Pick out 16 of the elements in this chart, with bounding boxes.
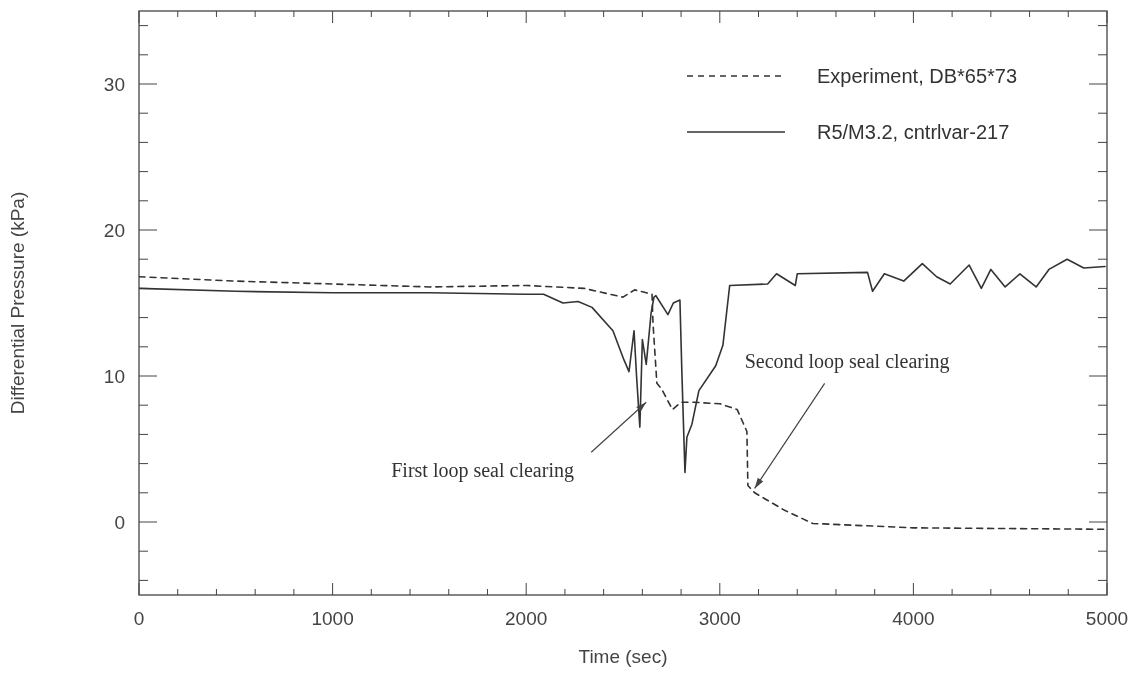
- annotation: First loop seal clearing: [391, 459, 574, 483]
- y-tick-label: 0: [114, 511, 125, 533]
- y-tick-label: 30: [103, 73, 125, 95]
- x-tick-label: 3000: [698, 608, 741, 629]
- x-tick-label: 0: [133, 608, 145, 629]
- y-tick-label: 10: [103, 365, 125, 387]
- legend-label: Experiment, DB*65*73: [817, 65, 1018, 87]
- legend-label: R5/M3.2, cntrlvar-217: [817, 121, 1010, 143]
- x-tick-label: 4000: [892, 608, 935, 629]
- x-axis-title: Time (sec): [578, 646, 668, 667]
- y-tick-label: 20: [103, 219, 125, 241]
- x-tick-label: 1000: [311, 608, 354, 629]
- x-tick-label: 2000: [505, 608, 548, 629]
- x-tick-label: 5000: [1085, 608, 1129, 629]
- annotation: Second loop seal clearing: [744, 350, 950, 374]
- y-axis-title: Differential Pressure (kPa): [7, 191, 28, 415]
